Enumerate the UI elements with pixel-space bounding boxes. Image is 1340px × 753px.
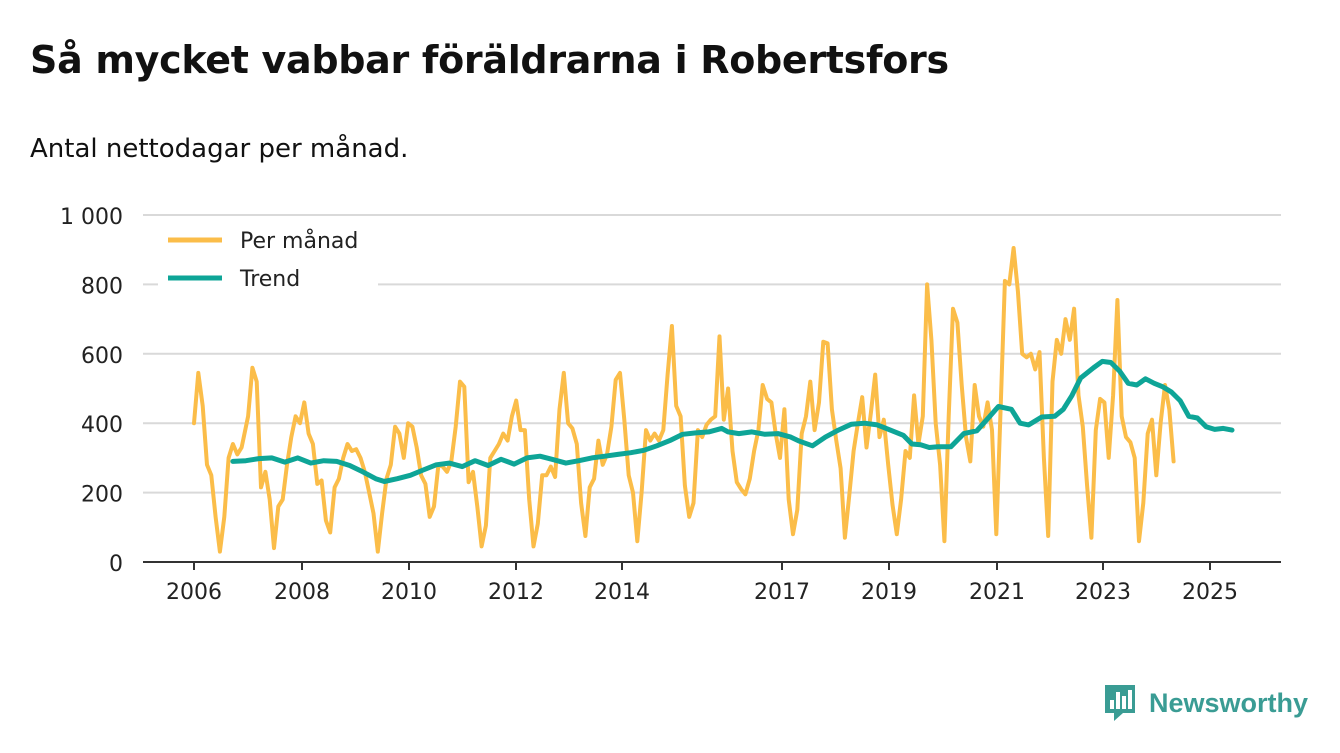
x-tick-label: 2025: [1182, 580, 1238, 605]
y-tick-label: 400: [81, 413, 123, 438]
y-tick-label: 800: [81, 274, 123, 299]
legend-label: Trend: [239, 267, 300, 292]
y-tick-label: 200: [81, 483, 123, 508]
brand-name: Newsworthy: [1149, 687, 1309, 718]
x-tick-label: 2012: [488, 580, 544, 605]
y-tick-label: 1 000: [60, 205, 123, 230]
series-line-per-manad: [192, 246, 1176, 554]
y-tick-label: 600: [81, 344, 123, 369]
x-tick-label: 2017: [754, 580, 810, 605]
line-chart: 0 200 400 600 800 1 000 2006 2008 2010 2012 2014 20…: [60, 205, 1281, 605]
newsworthy-logo-icon: [1105, 685, 1135, 721]
x-tick-label: 2021: [969, 580, 1025, 605]
chart-subtitle: Antal nettodagar per månad.: [30, 134, 409, 164]
x-tick-label: 2010: [381, 580, 437, 605]
series-line-trend: [230, 358, 1235, 484]
x-tick-label: 2023: [1075, 580, 1131, 605]
chart-title: Så mycket vabbar föräldrarna i Robertsfo…: [30, 38, 949, 82]
legend-label: Per månad: [240, 228, 358, 254]
y-tick-label: 0: [109, 552, 123, 577]
x-tick-label: 2008: [274, 580, 330, 605]
x-tick-label: 2006: [166, 580, 222, 605]
x-tick-label: 2014: [594, 580, 650, 605]
newsworthy-brand: Newsworthy: [1103, 683, 1308, 723]
x-tick-label: 2019: [861, 580, 917, 605]
